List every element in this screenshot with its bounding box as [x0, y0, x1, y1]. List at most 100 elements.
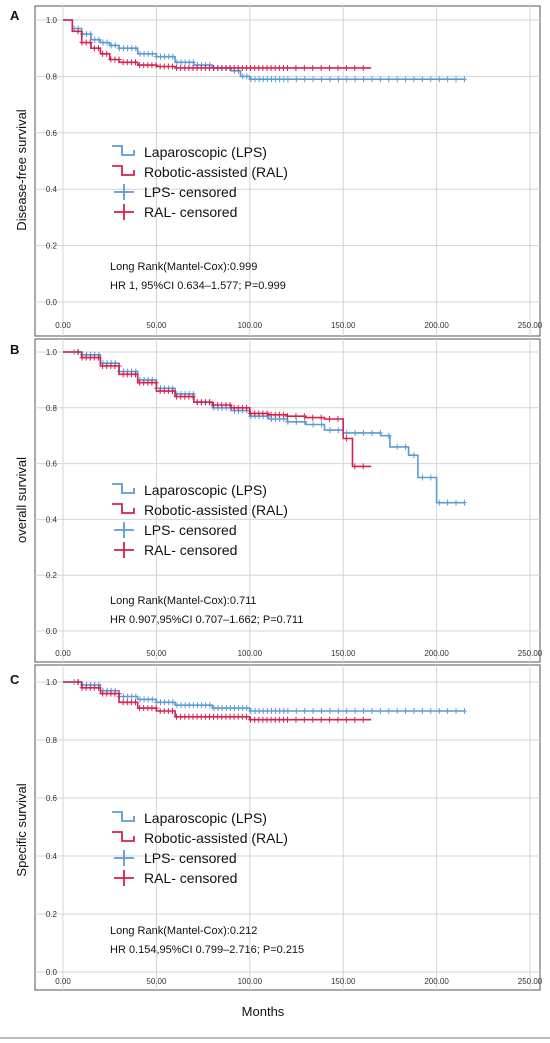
censor-mark [327, 76, 333, 83]
censor-mark [293, 418, 299, 425]
censor-mark [133, 693, 139, 700]
censor-mark [335, 716, 341, 723]
ral-step-icon [112, 165, 135, 176]
censor-mark [153, 62, 159, 69]
censor-mark [343, 716, 349, 723]
ral-censor-icon [114, 204, 134, 220]
censor-mark [361, 76, 367, 83]
censor-mark [95, 684, 101, 691]
y-tick-label: 0.0 [46, 298, 58, 307]
censor-mark [419, 76, 425, 83]
censor-mark [285, 64, 291, 71]
censor-mark [436, 76, 442, 83]
x-tick-label: 250.00 [518, 649, 543, 658]
panel-c: 0.00 50.00 100.00 150.00 200.00 250.00 0.0 0.2 0… [10, 664, 543, 991]
censor-mark [461, 76, 467, 83]
y-tick-label: 0.2 [46, 242, 58, 251]
censor-mark [360, 64, 366, 71]
censor-mark [436, 708, 442, 714]
censor-mark [104, 50, 110, 57]
censor-mark [280, 411, 286, 418]
censor-mark [319, 708, 325, 714]
censor-mark [293, 708, 299, 714]
censor-mark [310, 421, 316, 428]
y-tick-label: 0.4 [46, 515, 58, 524]
hazard-ratio-text: HR 1, 95%CI 0.634–1.577; P=0.999 [110, 280, 286, 292]
legend-label: Robotic-assisted (RAL) [144, 502, 288, 518]
censor-mark [461, 499, 467, 506]
ral-censor-icon [114, 870, 134, 886]
y-tick-label: 0.6 [46, 460, 58, 469]
x-tick-label: 0.00 [55, 977, 71, 986]
ral-survival-curve [63, 681, 372, 721]
legend-ral-censored: RAL- censored [114, 542, 237, 558]
censor-mark [394, 443, 400, 450]
legend-ral-censored: RAL- censored [114, 870, 237, 886]
censor-mark [386, 708, 392, 714]
y-tick-label: 0.4 [46, 185, 58, 194]
legend-label: LPS- censored [144, 850, 237, 866]
censor-mark [310, 716, 316, 723]
x-tick-label: 250.00 [518, 977, 543, 986]
ral-survival-curve [63, 351, 372, 468]
censor-mark [310, 414, 316, 421]
ral-censor-marks [75, 349, 366, 470]
legend-label: Laparoscopic (LPS) [144, 482, 267, 498]
censor-mark [344, 429, 350, 436]
x-tick-label: 0.00 [55, 649, 71, 658]
censor-mark [319, 421, 325, 428]
censor-mark [285, 418, 291, 425]
censor-mark [394, 76, 400, 83]
censor-mark [310, 76, 316, 83]
x-tick-label: 200.00 [424, 977, 449, 986]
legend-ral-censored: RAL- censored [114, 204, 237, 220]
censor-mark [116, 56, 122, 63]
censor-mark [95, 45, 101, 52]
censor-mark [327, 64, 333, 71]
ral-censor-marks [75, 28, 366, 71]
censor-mark [335, 76, 341, 83]
censor-mark [344, 76, 350, 83]
censor-mark [87, 39, 93, 46]
ral-censor-icon [114, 542, 134, 558]
censor-mark [453, 499, 459, 506]
censor-mark [327, 427, 333, 434]
censor-mark [445, 708, 451, 714]
censor-mark [377, 429, 383, 436]
censor-mark [132, 699, 138, 706]
censor-mark [88, 31, 94, 38]
hazard-ratio-text: HR 0.154,95%CI 0.799–2.716; P=0.215 [110, 944, 304, 956]
censor-mark [461, 708, 467, 714]
censor-mark [170, 699, 176, 706]
legend-lps-censored: LPS- censored [114, 522, 237, 538]
log-rank-text: Long Rank(Mantel-Cox):0.999 [110, 261, 257, 273]
y-tick-label: 0.8 [46, 72, 58, 81]
censor-mark [112, 42, 118, 49]
y-tick-label: 0.2 [46, 571, 58, 580]
censor-mark [301, 64, 307, 71]
censor-mark [361, 708, 367, 714]
censor-mark [206, 399, 212, 406]
censor-mark [453, 708, 459, 714]
censor-mark [243, 713, 249, 720]
y-tick-label: 0.2 [46, 910, 58, 919]
lps-censor-icon [114, 522, 134, 538]
x-tick-label: 200.00 [424, 321, 449, 330]
censor-mark [369, 76, 375, 83]
ral-step-icon [112, 831, 135, 842]
x-tick-label: 100.00 [238, 649, 263, 658]
log-rank-text: Long Rank(Mantel-Cox):0.711 [110, 595, 257, 607]
censor-mark [104, 39, 110, 46]
legend-label: RAL- censored [144, 542, 237, 558]
censor-mark [318, 414, 324, 421]
censor-mark [327, 708, 333, 714]
censor-mark [132, 59, 138, 66]
censor-mark [377, 708, 383, 714]
censor-mark [243, 404, 249, 411]
x-tick-label: 100.00 [238, 977, 263, 986]
x-tick-label: 50.00 [146, 321, 167, 330]
censor-mark [96, 36, 102, 43]
plot-frame [34, 664, 541, 991]
censor-mark [428, 76, 434, 83]
